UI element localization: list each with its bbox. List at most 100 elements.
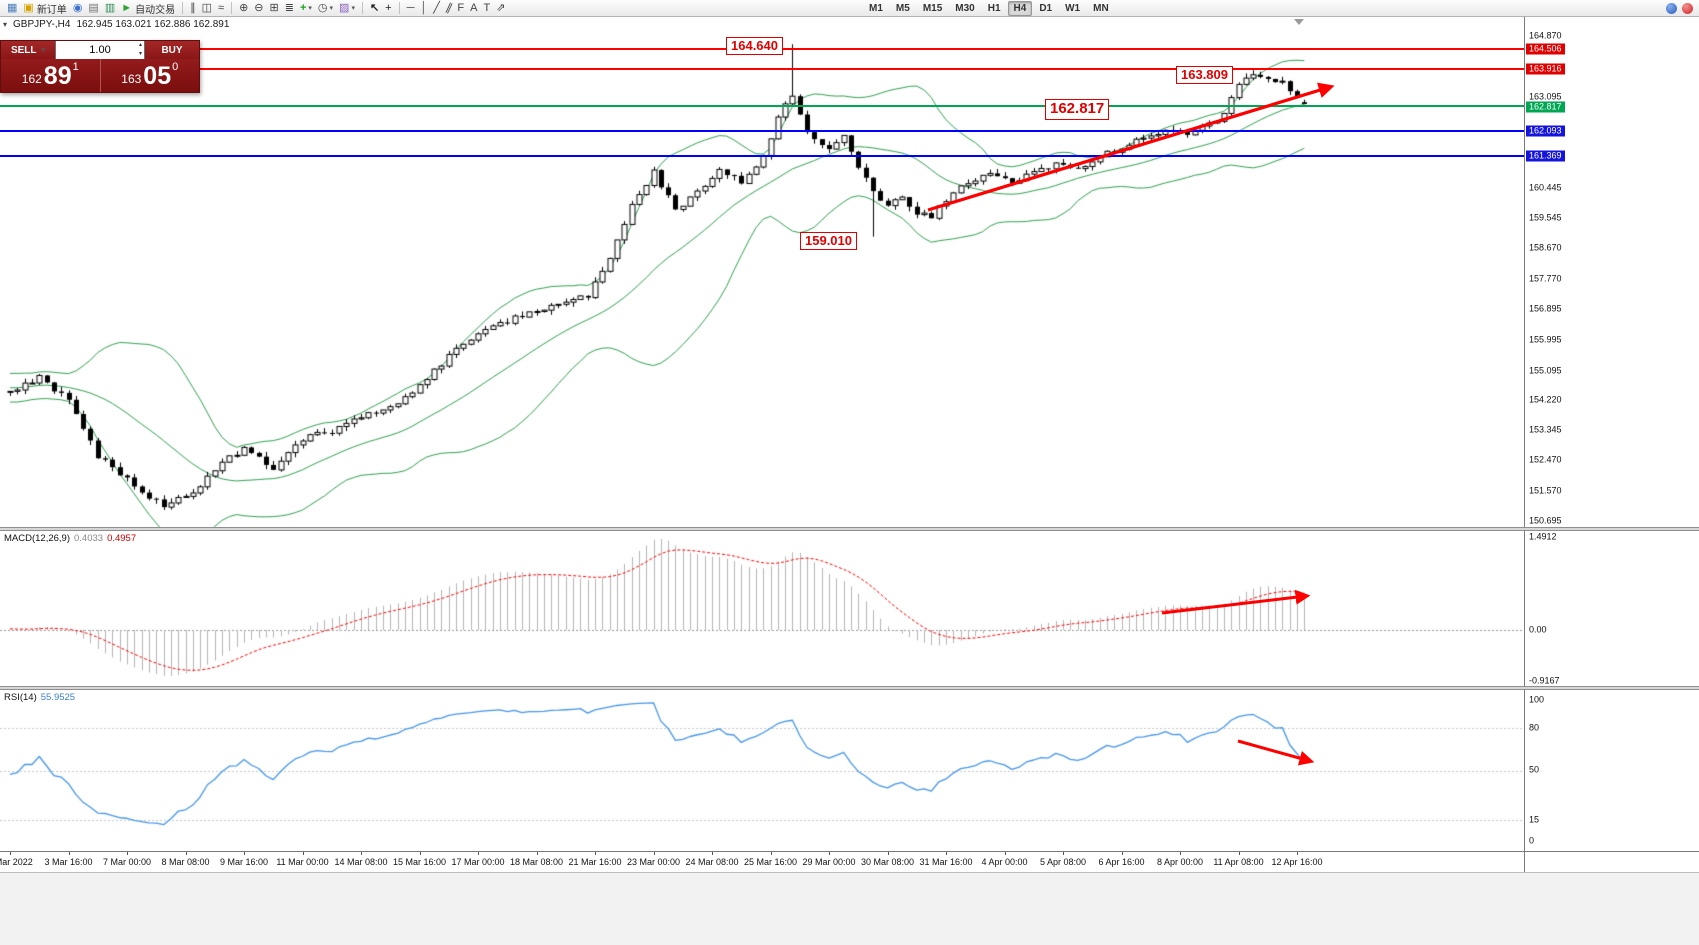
timeframe-button-w1[interactable]: W1 [1065, 3, 1081, 14]
horizontal-line-163916[interactable] [0, 68, 1524, 70]
text-tool-button[interactable]: A [467, 1, 480, 16]
market-watch-button[interactable]: ▥ [102, 1, 118, 16]
timeframe-button-d1[interactable]: D1 [1039, 3, 1053, 14]
timeframe-button-m1[interactable]: M1 [869, 3, 883, 14]
zoom-out-button[interactable]: ⊖ [251, 1, 266, 16]
panel-splitter-rsi[interactable] [0, 686, 1699, 690]
time-axis-label: 3 Mar 16:00 [44, 857, 93, 867]
price-tag-163916: 163.916 [1526, 63, 1565, 75]
auto-trading-button[interactable]: ► 自动交易 [118, 1, 178, 16]
zoom-in-icon: ⊕ [239, 1, 249, 14]
price-axis-label: 151.570 [1529, 485, 1562, 496]
record-icon[interactable] [1682, 3, 1693, 14]
trendline-button[interactable]: ╱ [430, 1, 443, 16]
arrows-tool-icon: ⇗ [496, 1, 506, 14]
time-axis-label: 31 Mar 16:00 [919, 857, 973, 867]
timeframe-button-h4[interactable]: H4 [1007, 1, 1033, 16]
bar-chart-icon: ∥ [190, 1, 196, 14]
toolbar-separator [398, 2, 400, 14]
timeframe-button-m5[interactable]: M5 [895, 3, 910, 14]
vertical-line-button[interactable]: │ [417, 1, 430, 16]
rsi-axis-label: 100 [1529, 694, 1545, 705]
horizontal-line-button[interactable]: ─ [404, 1, 418, 16]
crosshair-button[interactable]: + [382, 1, 394, 16]
volume-up-button[interactable]: ▴ [138, 42, 142, 48]
time-axis-tick [68, 852, 70, 855]
volume-value: 1.00 [89, 44, 111, 56]
dropdown-caret-icon[interactable]: ▾ [308, 5, 312, 12]
sell-price[interactable]: 162 89 1 [1, 59, 100, 92]
channel-button[interactable]: ∥ [443, 1, 455, 16]
timeframe-button-h1[interactable]: H1 [987, 3, 1001, 14]
price-label-162817[interactable]: 162.817 [1045, 99, 1110, 120]
macd-panel-canvas[interactable] [0, 531, 1524, 686]
time-axis-label: 23 Mar 00:00 [626, 857, 681, 867]
time-axis-tick [595, 852, 596, 855]
rsi-axis-label: 0 [1529, 835, 1535, 846]
horizontal-line-161369[interactable] [0, 155, 1524, 157]
buy-button[interactable]: BUY [145, 41, 199, 59]
buy-price[interactable]: 163 05 0 [101, 59, 200, 92]
price-tag-164506: 164.506 [1526, 43, 1565, 55]
time-axis-tick [887, 852, 889, 855]
indicators-button[interactable]: + ▾ [297, 1, 315, 16]
price-label-164640[interactable]: 164.640 [726, 37, 783, 56]
price-label-159010[interactable]: 159.010 [800, 232, 857, 251]
profile-button[interactable]: ◉ [70, 1, 86, 16]
buy-button-label: BUY [161, 44, 183, 56]
one-click-collapse-button[interactable]: ▾ [3, 20, 8, 29]
buy-price-sup: 0 [172, 61, 179, 73]
zoom-in-button[interactable]: ⊕ [236, 1, 251, 16]
price-axis[interactable]: 164.870 164.506 163.916 163.095 162.817 162.0… [1525, 0, 1699, 872]
horizontal-line-162817[interactable] [0, 105, 1524, 107]
periods-button[interactable]: ◷ ▾ [315, 1, 336, 16]
price-axis-label: 152.470 [1529, 454, 1562, 465]
time-axis-label: 25 Mar 16:00 [743, 857, 798, 867]
arrows-tool-button[interactable]: ⇗ [493, 1, 508, 16]
timeframe-button-m30[interactable]: M30 [955, 3, 975, 14]
toolbar-separator [182, 2, 184, 14]
time-axis[interactable]: 2 Mar 2022 3 Mar 16:00 7 Mar 00:00 8 Mar 08… [0, 851, 1699, 872]
fibonacci-button[interactable]: F [454, 1, 467, 16]
new-order-icon: ▣ [23, 1, 34, 14]
sell-button[interactable]: SELL ▾ [1, 41, 55, 59]
sell-price-prefix: 162 [21, 72, 42, 86]
cursor-icon: ↖ [369, 1, 380, 14]
rsi-panel-canvas[interactable] [0, 690, 1524, 851]
zoom-out-icon: ⊖ [254, 1, 264, 14]
sell-price-sup: 1 [72, 61, 79, 73]
dropdown-caret-icon[interactable]: ▾ [329, 5, 334, 12]
volume-input[interactable]: 1.00 ▴ ▾ [55, 41, 145, 59]
time-axis-label: 14 Mar 08:00 [334, 857, 388, 867]
macd-name: MACD(12,26,9) [4, 533, 70, 544]
community-icon[interactable] [1666, 3, 1677, 14]
horizontal-line-162093[interactable] [0, 130, 1524, 132]
time-axis-tick [1238, 852, 1240, 855]
line-chart-button[interactable]: ≈ [215, 1, 227, 16]
volume-down-button[interactable]: ▾ [138, 51, 142, 57]
timeframe-button-m15[interactable]: M15 [922, 3, 943, 14]
new-order-button[interactable]: ▣ 新订单 [20, 1, 69, 16]
indicators-icon: + [299, 1, 307, 14]
charts-button[interactable]: ▤ [85, 1, 101, 16]
label-tool-button[interactable]: T [480, 1, 493, 16]
cursor-button[interactable]: ↖ [367, 1, 382, 16]
time-axis-label: 17 Mar 00:00 [451, 857, 505, 867]
main-chart-canvas[interactable] [0, 17, 1524, 527]
toolbar: ▦ ▣ 新订单 ◉ ▤ ▥ ► 自动交易 ∥ ◫ ≈ ⊕ ⊖ ⊞ ≣ + ▾ ◷ ▾ ▨ ▾ ↖ + ─ │ ╱ ∥ F A T ⇗ M1 M… [0, 0, 1699, 17]
price-label-163809[interactable]: 163.809 [1176, 66, 1233, 85]
candlestick-chart-button[interactable]: ◫ [199, 1, 215, 16]
dropdown-caret-icon[interactable]: ▾ [351, 5, 355, 12]
templates-button[interactable]: ▨ ▾ [336, 1, 358, 16]
auto-arrange-button[interactable]: ≣ [282, 1, 297, 16]
tile-windows-button[interactable]: ⊞ [267, 1, 282, 16]
new-chart-button[interactable]: ▦ [4, 1, 20, 16]
chart-shift-marker[interactable] [1294, 19, 1304, 25]
bar-chart-button[interactable]: ∥ [187, 1, 199, 16]
price-axis-label: 156.895 [1529, 303, 1562, 314]
time-axis-label: 4 Apr 00:00 [981, 857, 1028, 867]
timeframe-button-mn[interactable]: MN [1093, 3, 1109, 14]
panel-splitter-macd[interactable] [0, 527, 1699, 531]
time-axis-tick [302, 852, 304, 855]
horizontal-line-icon: ─ [406, 1, 415, 14]
